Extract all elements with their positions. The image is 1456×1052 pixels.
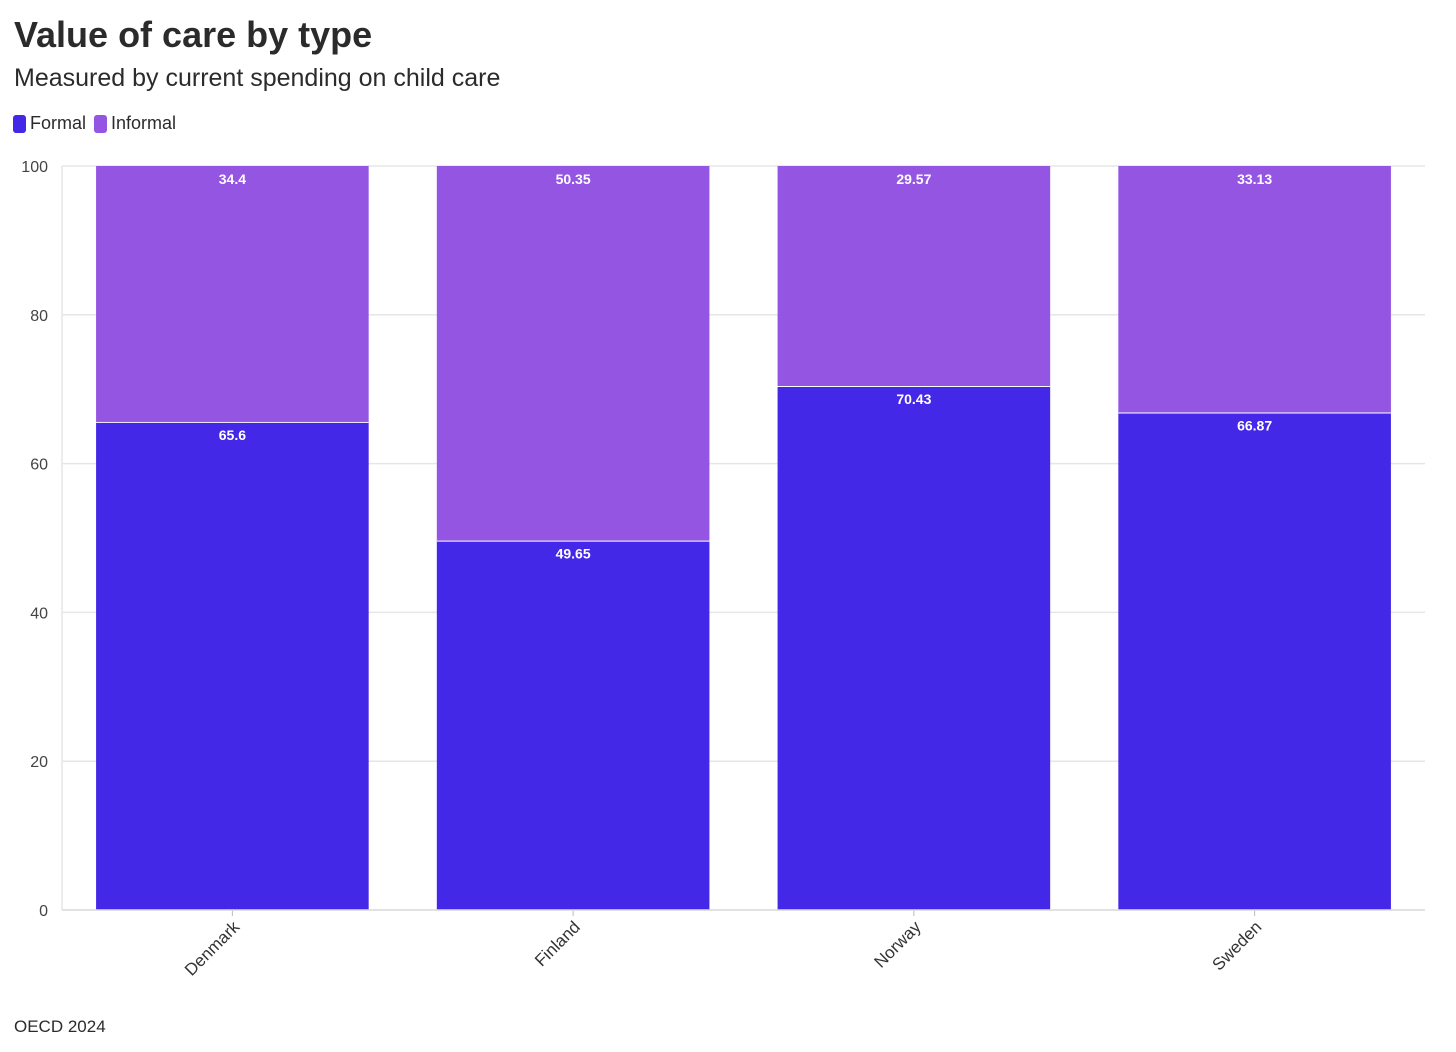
source-note: OECD 2024 xyxy=(14,1017,106,1036)
data-label-sweden-informal: 33.13 xyxy=(1237,171,1272,187)
bar-sweden-formal xyxy=(1118,412,1391,910)
bars xyxy=(96,166,1391,910)
legend-item-formal: Formal xyxy=(13,113,86,134)
legend-item-informal: Informal xyxy=(94,113,176,134)
y-tick-label-100: 100 xyxy=(21,159,48,176)
data-labels: 65.6 34.4 49.65 50.35 70.43 29.57 66.87 33.13 xyxy=(219,171,1273,562)
bar-denmark-informal xyxy=(96,166,369,422)
data-label-finland-informal: 50.35 xyxy=(556,171,591,187)
data-label-denmark-informal: 34.4 xyxy=(219,171,246,187)
bar-sweden-informal xyxy=(1118,166,1391,413)
x-tick-label-sweden: Sweden xyxy=(1209,917,1266,974)
data-label-finland-formal: 49.65 xyxy=(556,546,591,562)
y-tick-label-0: 0 xyxy=(39,903,48,920)
bar-denmark-formal xyxy=(96,421,369,910)
data-label-norway-formal: 70.43 xyxy=(896,391,931,407)
y-tick-label-60: 60 xyxy=(30,457,48,474)
legend-swatch-formal xyxy=(13,114,26,133)
bar-norway-informal xyxy=(777,166,1051,387)
bar-finland-informal xyxy=(436,166,710,541)
legend-label-formal: Formal xyxy=(30,113,87,133)
bar-norway-formal xyxy=(777,386,1051,910)
legend-label-informal: Informal xyxy=(111,113,177,133)
legend-swatch-informal xyxy=(94,114,108,133)
x-tick-label-finland: Finland xyxy=(531,917,584,970)
data-label-denmark-formal: 65.6 xyxy=(219,427,246,443)
y-tick-label-20: 20 xyxy=(30,754,48,771)
x-tick-label-norway: Norway xyxy=(871,917,926,972)
data-label-norway-informal: 29.57 xyxy=(896,171,931,187)
bar-finland-formal xyxy=(436,540,710,910)
y-tick-label-40: 40 xyxy=(30,605,48,622)
chart-subtitle: Measured by current spending on child ca… xyxy=(14,64,501,92)
chart-legend: Formal Informal xyxy=(13,113,184,134)
x-tick-label-denmark: Denmark xyxy=(181,917,244,980)
y-tick-label-80: 80 xyxy=(30,308,48,325)
chart-title: Value of care by type xyxy=(14,14,373,55)
data-label-sweden-formal: 66.87 xyxy=(1237,417,1272,433)
